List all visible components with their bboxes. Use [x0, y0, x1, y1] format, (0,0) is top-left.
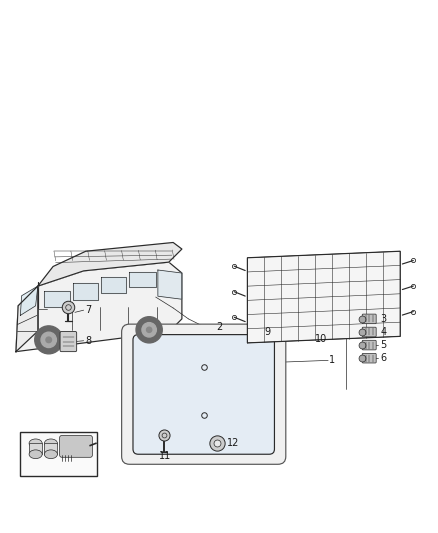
Text: 5: 5 [381, 340, 387, 350]
Polygon shape [44, 290, 70, 307]
Polygon shape [247, 251, 400, 343]
Polygon shape [38, 243, 182, 286]
Polygon shape [132, 330, 280, 458]
Text: 3: 3 [381, 314, 387, 324]
Text: 9: 9 [265, 327, 271, 337]
Text: 12: 12 [227, 438, 239, 448]
Ellipse shape [29, 450, 42, 458]
FancyBboxPatch shape [60, 332, 77, 352]
Circle shape [35, 326, 63, 354]
Circle shape [136, 317, 162, 343]
Text: 10: 10 [315, 334, 327, 344]
Text: 4: 4 [381, 327, 387, 337]
Ellipse shape [44, 450, 57, 458]
FancyBboxPatch shape [362, 327, 376, 337]
Polygon shape [20, 286, 38, 316]
Bar [29, 443, 42, 454]
Circle shape [147, 327, 152, 333]
Ellipse shape [44, 439, 57, 448]
FancyBboxPatch shape [362, 314, 376, 324]
Polygon shape [16, 262, 182, 352]
Text: 7: 7 [85, 305, 91, 315]
Polygon shape [130, 272, 155, 287]
Circle shape [41, 332, 57, 348]
FancyBboxPatch shape [362, 340, 376, 350]
Text: 11: 11 [159, 450, 171, 461]
FancyBboxPatch shape [362, 353, 376, 363]
Text: 6: 6 [381, 353, 387, 363]
Circle shape [46, 337, 52, 343]
Ellipse shape [29, 439, 42, 448]
Polygon shape [16, 286, 38, 352]
Text: 1: 1 [329, 356, 335, 365]
Circle shape [142, 322, 156, 337]
FancyBboxPatch shape [122, 324, 286, 464]
Bar [20, 432, 97, 476]
Polygon shape [73, 283, 98, 300]
Bar [44, 443, 57, 454]
Text: 2: 2 [216, 322, 222, 332]
Text: 8: 8 [85, 336, 91, 346]
Polygon shape [158, 270, 182, 299]
FancyBboxPatch shape [133, 335, 275, 454]
Polygon shape [101, 277, 127, 293]
FancyBboxPatch shape [60, 435, 92, 457]
